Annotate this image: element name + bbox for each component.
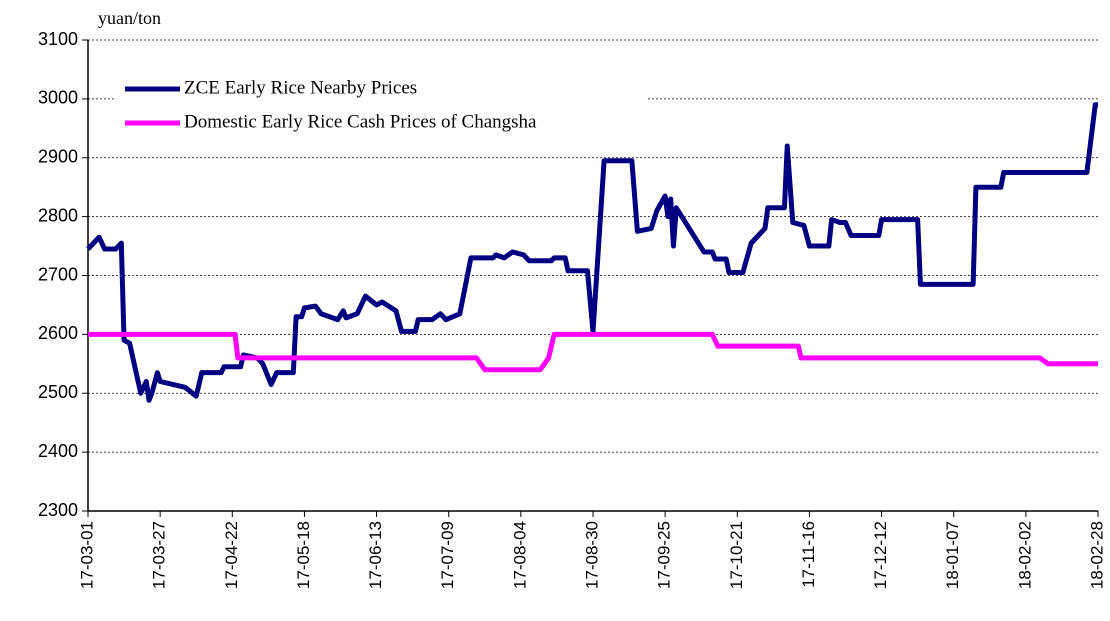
y-tick-label: 3000	[38, 88, 78, 108]
legend: ZCE Early Rice Nearby Prices Domestic Ear…	[115, 68, 647, 140]
y-tick-label: 2400	[38, 441, 78, 461]
y-tick-label: 2800	[38, 205, 78, 225]
x-tick-label: 17-09-25	[655, 521, 674, 589]
x-tick-label: 17-04-22	[222, 521, 241, 589]
y-tick-label: 3100	[38, 29, 78, 49]
legend-label: Domestic Early Rice Cash Prices of Chang…	[184, 111, 537, 132]
x-tick-label: 17-05-18	[294, 521, 313, 589]
line-series	[88, 331, 1098, 373]
x-tick-label: 17-06-13	[366, 521, 385, 589]
x-tick-label: 18-01-07	[943, 521, 962, 589]
x-tick-label: 17-10-21	[727, 521, 746, 589]
x-tick-label: 18-02-28	[1087, 521, 1106, 589]
x-tick-label: 17-11-16	[799, 521, 818, 588]
x-tick-label: 17-03-01	[77, 521, 96, 589]
x-tick-label: 18-02-02	[1015, 521, 1034, 589]
x-tick-label: 17-08-04	[510, 521, 529, 589]
x-tick-label: 17-03-27	[150, 521, 169, 589]
x-tick-label: 17-08-30	[582, 521, 601, 589]
y-tick-label: 2700	[38, 264, 78, 284]
legend-label: ZCE Early Rice Nearby Prices	[184, 77, 417, 98]
line-series	[86, 102, 1098, 403]
y-tick-label: 2300	[38, 500, 78, 520]
y-tick-label: 2500	[38, 382, 78, 402]
y-tick-label: 2600	[38, 323, 78, 343]
y-tick-label: 2900	[38, 147, 78, 167]
x-tick-label: 17-07-09	[438, 521, 457, 589]
x-tick-label: 17-12-12	[871, 521, 890, 589]
y-unit-label: yuan/ton	[98, 8, 161, 28]
legend-box	[115, 68, 647, 140]
